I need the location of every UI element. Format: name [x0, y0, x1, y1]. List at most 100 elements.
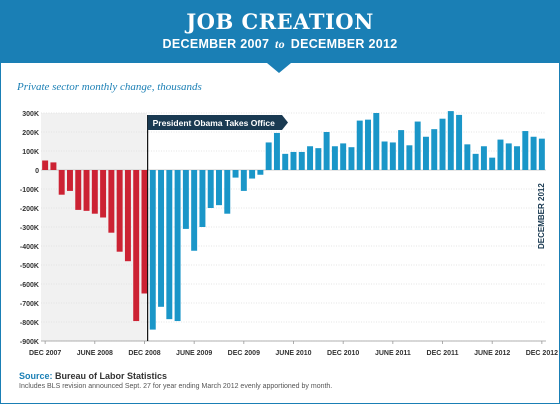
bar — [298, 151, 305, 170]
bar — [290, 151, 297, 170]
y-tick-label: 0 — [35, 168, 39, 175]
bar — [489, 157, 496, 170]
bar — [108, 170, 115, 233]
bar — [464, 144, 471, 170]
bar — [249, 170, 256, 179]
y-tick-label: 200K — [22, 130, 39, 137]
bar — [373, 113, 380, 170]
x-tick-label: JUNE 2009 — [176, 350, 212, 357]
bar — [406, 145, 413, 170]
bar — [141, 170, 148, 294]
inauguration-flag — [147, 115, 288, 130]
bar — [505, 143, 512, 170]
bar — [530, 136, 537, 170]
footnote: Includes BLS revision announced Sept. 27… — [19, 383, 333, 390]
bar — [414, 121, 421, 170]
bar — [497, 139, 504, 170]
bar — [538, 138, 545, 170]
bar — [124, 170, 131, 262]
bar — [207, 170, 214, 208]
bar — [265, 142, 272, 170]
x-tick-label: DEC 2010 — [327, 350, 359, 357]
bar — [100, 170, 107, 218]
bar — [282, 153, 289, 170]
x-tick-label: JUNE 2011 — [375, 350, 411, 357]
y-tick-label: -700K — [20, 301, 39, 308]
header-banner: JOB CREATION DECEMBER 2007 to DECEMBER 2… — [1, 1, 559, 63]
bar — [224, 170, 231, 214]
bar — [240, 170, 247, 191]
bar — [422, 136, 429, 170]
bar — [522, 131, 529, 170]
bar — [158, 170, 165, 307]
bar — [315, 148, 322, 170]
bar — [307, 146, 314, 170]
bar — [182, 170, 189, 229]
y-tick-label: -600K — [20, 282, 39, 289]
bar — [174, 170, 181, 322]
page-title: JOB CREATION — [186, 9, 374, 34]
bar — [323, 132, 330, 170]
source-text: Bureau of Labor Statistics — [55, 371, 168, 381]
y-tick-label: 100K — [22, 149, 39, 156]
y-tick-label: -200K — [20, 206, 39, 213]
bar — [91, 170, 98, 214]
bar — [331, 146, 338, 170]
bar — [50, 162, 57, 170]
y-tick-label: -300K — [20, 225, 39, 232]
bar — [42, 160, 49, 170]
bar — [480, 146, 487, 170]
bar — [356, 120, 363, 170]
y-tick-label: -400K — [20, 244, 39, 251]
bar — [257, 170, 264, 175]
bar — [381, 141, 388, 170]
bar — [149, 170, 156, 330]
inauguration-annotation: President Obama Takes Office — [153, 118, 275, 128]
end-date-label: DECEMBER 2012 — [537, 183, 546, 249]
bar — [83, 170, 90, 211]
page-subtitle: DECEMBER 2007 to DECEMBER 2012 — [1, 37, 559, 52]
bar — [191, 170, 198, 251]
bar — [456, 114, 463, 170]
subtitle-to: to — [275, 37, 285, 51]
bar — [431, 129, 438, 170]
x-tick-label: JUNE 2012 — [474, 350, 510, 357]
subtitle-start: DECEMBER 2007 — [162, 37, 270, 51]
bar — [340, 143, 347, 170]
x-tick-label: DEC 2009 — [228, 350, 260, 357]
bar — [66, 170, 73, 191]
bar — [232, 170, 239, 178]
x-tick-label: DEC 2012 — [526, 350, 558, 357]
bar — [133, 170, 140, 322]
y-tick-label: 300K — [22, 111, 39, 118]
x-tick-label: JUNE 2010 — [275, 350, 311, 357]
y-tick-label: -500K — [20, 263, 39, 270]
chart-subtitle: Private sector monthly change, thousands — [17, 81, 202, 93]
y-tick-label: -100K — [20, 187, 39, 194]
bar — [273, 132, 280, 170]
x-tick-label: DEC 2007 — [29, 350, 61, 357]
bar — [166, 170, 173, 320]
x-tick-label: JUNE 2008 — [77, 350, 113, 357]
bar — [75, 170, 82, 210]
subtitle-end: DECEMBER 2012 — [290, 37, 398, 51]
bar — [199, 170, 206, 227]
source-line: Source: Bureau of Labor Statistics — [19, 371, 167, 381]
bar — [365, 119, 371, 170]
x-tick-label: DEC 2011 — [427, 350, 459, 357]
y-tick-label: -900K — [20, 339, 39, 346]
bar — [348, 147, 355, 170]
bar — [472, 153, 479, 170]
bar — [58, 170, 65, 195]
bar — [514, 146, 521, 170]
bar — [116, 170, 123, 252]
bar — [389, 142, 396, 170]
header-notch — [267, 63, 291, 73]
bar — [398, 130, 405, 170]
source-label: Source: — [19, 371, 53, 381]
y-tick-label: -800K — [20, 320, 39, 327]
bar — [439, 118, 446, 170]
bar — [216, 170, 222, 206]
